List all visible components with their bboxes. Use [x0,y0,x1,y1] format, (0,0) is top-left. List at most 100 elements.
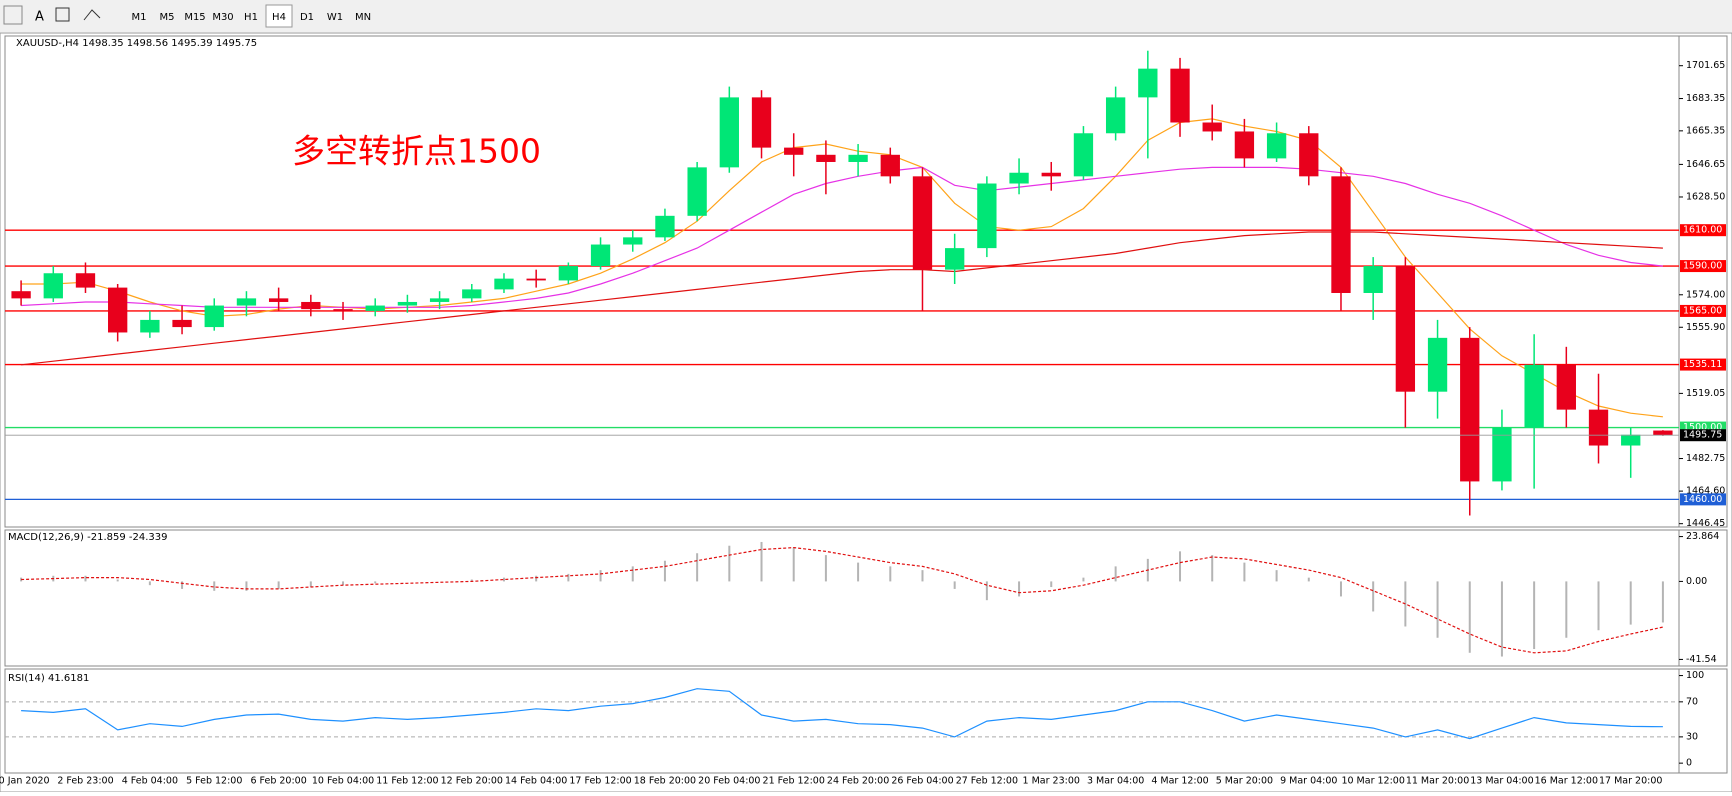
candle-body [590,244,611,267]
candle-body [687,167,707,216]
macd-bar [1050,581,1053,588]
macd-bar [567,573,570,582]
y-tick-label: 0 [1686,758,1692,769]
macd-bar [953,581,956,589]
candle-body [1427,337,1448,392]
x-tick-label: 21 Feb 12:00 [763,776,825,787]
macd-bar [374,581,377,584]
x-tick-label: 30 Jan 2020 [0,776,50,787]
macd-bar [1243,562,1246,582]
level-tag [1680,260,1726,273]
y-tick-label: 1464.60 [1686,486,1725,497]
candle-body [558,266,579,281]
x-tick-label: 20 Feb 04:00 [698,776,760,787]
signal-line [21,546,1664,654]
tool-text[interactable]: A [35,10,44,25]
macd-bar [1114,566,1117,582]
x-tick-label: 18 Feb 20:00 [634,776,696,787]
candle-body [1266,133,1287,159]
macd-bar [84,575,87,582]
candle-body [784,147,804,155]
level-label: 1590.00 [1683,261,1722,272]
candle-body [140,319,160,333]
candle-body [301,301,321,310]
macd-bar [631,566,634,582]
x-tick-label: 16 Mar 12:00 [1535,776,1598,787]
candle-body [526,278,546,281]
macd-bar [857,562,860,582]
candle-body [1395,266,1416,392]
macd-bar [1629,581,1632,625]
candle-body [108,287,128,333]
last-price-tag [1680,429,1726,442]
timeframe-button[interactable]: D1 [300,12,314,23]
y-tick-label: 1646.65 [1686,159,1725,170]
timeframe-button[interactable]: H1 [244,12,258,23]
candle-body [1524,364,1544,428]
macd-bar [696,553,699,582]
timeframe-button[interactable]: M30 [212,12,233,23]
candle-body [236,298,257,306]
panel-frame [4,35,1728,528]
timeframe-button[interactable]: W1 [327,12,343,23]
tool-icon[interactable] [3,5,23,25]
x-tick-label: 27 Feb 12:00 [956,776,1018,787]
macd-bar [760,541,763,582]
candle-body [880,154,900,177]
macd-title: MACD(12,26,9) -21.859 -24.339 [8,532,168,543]
y-tick-label: 1701.65 [1686,60,1725,71]
candle-body [1556,364,1576,410]
candle-body [751,97,772,148]
macd-bar [889,566,892,582]
macd-bar [1468,581,1471,653]
candle-body [429,298,450,302]
macd-bar [470,579,473,582]
candle-body [172,319,192,328]
timeframe-button[interactable]: MN [355,12,371,23]
macd-bar [1307,577,1310,582]
level-tag [1680,493,1726,506]
x-tick-label: 24 Feb 20:00 [827,776,889,787]
timeframe-active[interactable] [265,4,293,28]
macd-bar [535,575,538,582]
timeframe-button[interactable]: M5 [160,12,175,23]
timeframe-button[interactable]: M1 [132,12,147,23]
rsi-title: RSI(14) 41.6181 [8,673,89,684]
tool-icon[interactable] [83,9,101,21]
tool-icon[interactable] [55,7,70,22]
y-tick-label: 1555.90 [1686,322,1725,333]
macd-bar [921,570,924,582]
x-tick-label: 12 Feb 20:00 [441,776,503,787]
candle-body [1202,122,1222,132]
candle-body [75,273,96,288]
macd-bar [181,581,184,589]
timeframe-button[interactable]: M15 [184,12,205,23]
candle-body [977,183,997,249]
macd-bar [792,547,795,582]
x-tick-label: 1 Mar 23:00 [1023,776,1080,787]
macd-bar [277,581,280,589]
x-tick-label: 17 Feb 12:00 [569,776,631,787]
timeframe-button[interactable]: H4 [272,12,286,23]
macd-bar [502,577,505,582]
candle-body [1234,131,1255,159]
macd-bar [213,581,216,591]
candle-body [365,305,385,311]
panel-frame [4,529,1728,667]
candle-body [1653,430,1673,436]
x-tick-label: 6 Feb 20:00 [250,776,306,787]
candle-body [462,289,482,299]
level-label: 1610.00 [1683,225,1722,236]
x-tick-label: 14 Feb 04:00 [505,776,567,787]
candle-body [1460,337,1480,482]
moving-average [21,231,1663,366]
candle-body [945,248,965,270]
candle-body [623,237,643,245]
macd-bar [1211,555,1214,582]
y-tick-label: 1574.00 [1686,289,1725,300]
y-tick-label: 1628.50 [1686,191,1725,202]
candle-body [494,278,514,290]
y-tick-label: 100 [1686,670,1704,681]
level-label: 1535.11 [1683,359,1722,370]
